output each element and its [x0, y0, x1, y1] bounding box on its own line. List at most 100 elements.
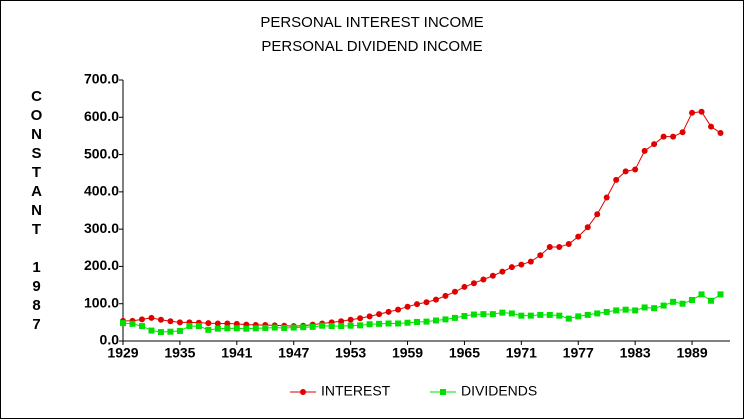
marker — [357, 315, 364, 322]
marker — [148, 327, 155, 334]
marker — [679, 129, 686, 136]
chart-title: PERSONAL INTEREST INCOME — [260, 14, 483, 31]
legend-label: INTEREST — [321, 383, 391, 399]
x-tick-label: 1929 — [107, 345, 138, 361]
y-tick-label: 600.0 — [84, 108, 119, 124]
marker — [129, 320, 136, 327]
marker — [395, 306, 402, 313]
marker — [546, 311, 553, 318]
marker — [167, 318, 174, 325]
marker — [167, 328, 174, 335]
marker — [233, 325, 240, 332]
marker — [470, 280, 477, 287]
marker — [603, 308, 610, 315]
marker — [489, 311, 496, 318]
y-axis-label: CONSTANT 1987 — [28, 88, 45, 335]
marker — [670, 298, 677, 305]
marker — [565, 241, 572, 248]
marker — [243, 325, 250, 332]
marker — [632, 166, 639, 173]
marker — [347, 322, 354, 329]
series-line — [122, 293, 721, 333]
marker — [376, 320, 383, 327]
marker — [461, 313, 468, 320]
marker — [698, 291, 705, 298]
marker — [366, 313, 373, 320]
marker — [195, 323, 202, 330]
y-tick-label: 400.0 — [84, 183, 119, 199]
marker — [603, 194, 610, 201]
marker — [499, 268, 506, 275]
y-tick-label: 500.0 — [84, 145, 119, 161]
marker — [338, 323, 345, 330]
marker — [660, 302, 667, 309]
marker — [641, 304, 648, 311]
marker — [423, 318, 430, 325]
marker — [404, 303, 411, 310]
marker — [594, 211, 601, 218]
marker — [651, 305, 658, 312]
marker — [442, 292, 449, 299]
marker — [214, 320, 221, 327]
y-tick-label: 0.0 — [100, 332, 120, 348]
marker — [300, 389, 306, 395]
marker — [442, 316, 449, 323]
marker — [622, 306, 629, 313]
marker — [404, 319, 411, 326]
marker — [489, 272, 496, 279]
marker — [508, 264, 515, 271]
marker — [622, 168, 629, 175]
marker — [214, 325, 221, 332]
marker — [309, 323, 316, 330]
marker — [205, 320, 212, 327]
marker — [414, 318, 421, 325]
marker — [546, 244, 553, 251]
marker — [518, 261, 525, 268]
marker — [508, 310, 515, 317]
marker — [290, 324, 297, 331]
x-tick-label: 1989 — [676, 345, 707, 361]
x-tick-label: 1983 — [620, 345, 651, 361]
marker — [670, 133, 677, 140]
marker — [480, 311, 487, 318]
y-tick-label: 200.0 — [84, 257, 119, 273]
marker — [613, 176, 620, 183]
x-tick-label: 1971 — [506, 345, 537, 361]
marker — [432, 317, 439, 324]
x-tick-label: 1977 — [563, 345, 594, 361]
marker — [451, 314, 458, 321]
marker — [138, 316, 145, 323]
marker — [205, 326, 212, 333]
marker — [584, 224, 591, 231]
x-tick-label: 1965 — [449, 345, 480, 361]
chart-subtitle: PERSONAL DIVIDEND INCOME — [261, 38, 482, 55]
marker — [281, 324, 288, 331]
marker — [632, 307, 639, 314]
marker — [708, 123, 715, 130]
marker — [176, 327, 183, 334]
marker — [186, 323, 193, 330]
marker — [385, 320, 392, 327]
marker — [328, 323, 335, 330]
marker — [594, 310, 601, 317]
marker — [376, 311, 383, 318]
marker — [300, 324, 307, 331]
marker — [527, 312, 534, 319]
marker — [499, 309, 506, 316]
marker — [347, 316, 354, 323]
marker — [556, 312, 563, 319]
marker — [271, 324, 278, 331]
marker — [537, 252, 544, 259]
marker — [366, 321, 373, 328]
marker — [689, 109, 696, 116]
marker — [176, 319, 183, 326]
marker — [565, 315, 572, 322]
x-tick-label: 1941 — [221, 345, 252, 361]
marker — [395, 320, 402, 327]
marker — [698, 108, 705, 115]
marker — [440, 389, 446, 395]
marker — [480, 276, 487, 283]
marker — [224, 325, 231, 332]
x-tick-label: 1947 — [278, 345, 309, 361]
